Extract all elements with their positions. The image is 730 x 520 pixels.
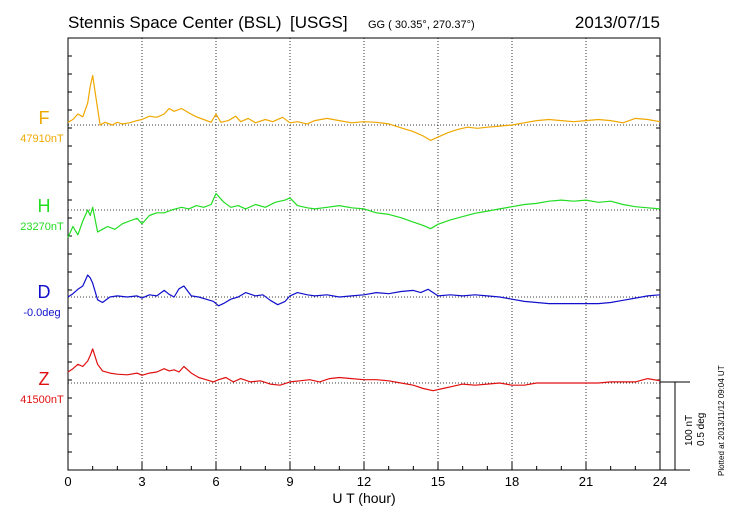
channel-label-d: D	[38, 282, 51, 302]
station-title: Stennis Space Center (BSL)	[68, 13, 282, 32]
grid	[67, 38, 661, 470]
channel-label-z: Z	[39, 369, 50, 389]
x-tick-label: 15	[431, 474, 445, 489]
x-axis-label: U T (hour)	[332, 490, 395, 506]
x-tick-label: 0	[64, 474, 71, 489]
series-group	[67, 74, 661, 392]
x-tick-label: 18	[505, 474, 519, 489]
x-tick-label: 21	[579, 474, 593, 489]
coordinates-label: GG ( 30.35°, 270.37°)	[368, 19, 475, 31]
series-line-d	[67, 274, 661, 307]
scale-deg-label: 0.5 deg	[696, 413, 707, 446]
plotted-at-label: Plotted at 2013/11/12 09:04 UT	[717, 365, 726, 476]
channel-label-h: H	[38, 196, 51, 216]
x-tick-label: 24	[653, 474, 667, 489]
x-tick-label: 12	[357, 474, 371, 489]
plot-frame	[67, 37, 661, 471]
series-line-f	[67, 74, 661, 141]
series-line-h	[67, 192, 661, 238]
date-label: 2013/07/15	[575, 13, 660, 32]
series-line-z	[67, 348, 661, 392]
agency-label: [USGS]	[290, 13, 348, 32]
channel-label-f: F	[39, 108, 50, 128]
baseline-label-f: 47910nT	[20, 133, 64, 145]
scale-nt-label: 100 nT	[684, 415, 695, 446]
baseline-label-h: 23270nT	[20, 221, 64, 233]
x-tick-label: 3	[138, 474, 145, 489]
x-tick-label: 9	[286, 474, 293, 489]
baseline-label-z: 41500nT	[20, 394, 64, 406]
x-tick-labels: 0 3 6 9 12 15 18 21 24	[64, 474, 667, 489]
x-tick-label: 6	[212, 474, 219, 489]
baseline-label-d: -0.0deg	[23, 307, 60, 319]
